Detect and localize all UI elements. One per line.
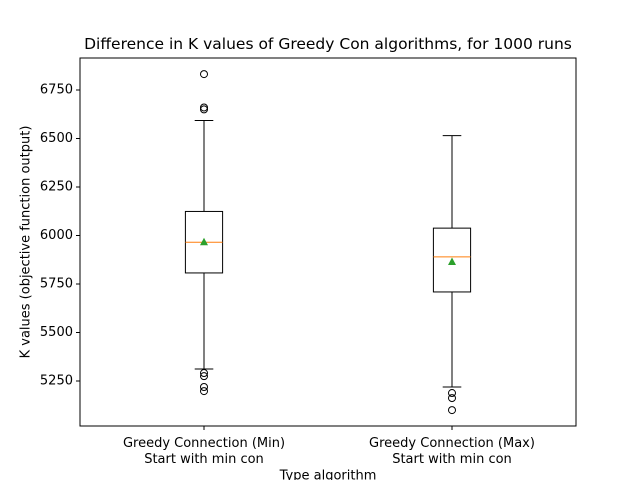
y-tick-label: 5500 [40, 325, 73, 340]
flier [200, 70, 208, 79]
flier [200, 372, 208, 381]
mean [200, 237, 208, 246]
flier [448, 389, 456, 398]
y-tick-label: 6750 [40, 83, 73, 98]
plot-frame [79, 57, 577, 427]
flier [200, 383, 208, 392]
y-axis-label: K values (objective function output) [19, 126, 34, 359]
flier [200, 105, 208, 114]
flier [200, 103, 208, 112]
chart-title: Difference in K values of Greedy Con alg… [84, 35, 572, 53]
x-tick-label: Greedy Connection (Max) Start with min co… [369, 436, 535, 467]
flier [448, 394, 456, 403]
y-tick-label: 5750 [40, 276, 73, 291]
y-tick-label: 6250 [40, 180, 73, 195]
y-tick-label: 5250 [40, 373, 73, 388]
flier [200, 369, 208, 378]
y-tick-label: 6000 [40, 228, 73, 243]
flier [200, 387, 208, 396]
x-axis-label: Type algorithm [279, 469, 377, 480]
flier [448, 406, 456, 415]
box [432, 227, 472, 293]
mean [448, 257, 456, 265]
y-tick-label: 6500 [40, 131, 73, 146]
x-tick-label: Greedy Connection (Min) Start with min co… [123, 436, 285, 467]
